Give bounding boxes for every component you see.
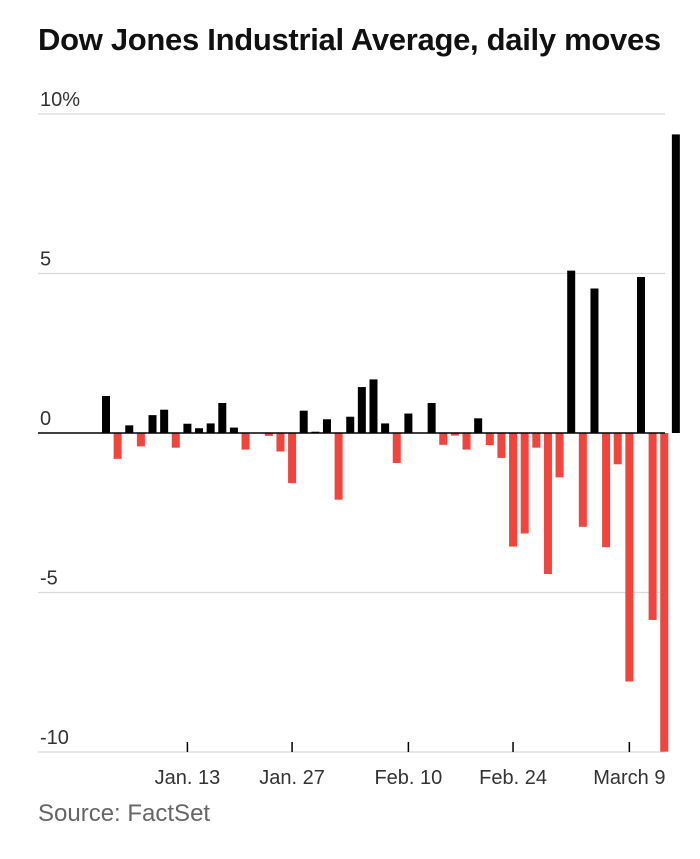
bars	[102, 134, 680, 752]
bar-down	[462, 433, 471, 450]
bar-up	[229, 427, 238, 433]
bar-down	[276, 433, 285, 452]
bar-down	[497, 433, 506, 458]
bar-up	[218, 403, 227, 433]
y-axis-tick-labels: 10% 5 0 -5 -10	[40, 89, 80, 749]
bar-down	[648, 433, 657, 620]
bar-down	[578, 433, 587, 527]
bar-up	[195, 428, 204, 433]
bar-up	[160, 409, 169, 433]
bar-down	[509, 433, 518, 547]
x-tick-label: Feb. 10	[374, 767, 442, 789]
bar-down	[241, 433, 250, 450]
bar-down	[264, 433, 273, 436]
x-tick-label: Jan. 27	[259, 767, 325, 789]
bar-up	[183, 423, 192, 433]
x-tick-label: Jan. 13	[155, 767, 221, 789]
bar-up	[567, 270, 576, 433]
bar-up	[322, 419, 331, 433]
y-tick-label: -5	[40, 568, 58, 590]
bar-down	[439, 433, 448, 445]
x-tick-label: Feb. 24	[479, 767, 547, 789]
bar-down	[613, 433, 622, 465]
bar-up	[474, 418, 483, 433]
bar-down	[602, 433, 611, 548]
x-tick-label: March 9	[593, 767, 665, 789]
source-note: Source: FactSet	[38, 800, 211, 827]
bar-up	[148, 415, 157, 433]
grid-lines	[38, 113, 665, 753]
bar-up	[381, 423, 390, 433]
bar-up	[404, 413, 413, 433]
bar-up	[369, 379, 378, 433]
bar-down	[334, 433, 343, 500]
bar-down	[136, 433, 145, 447]
bar-down	[171, 433, 180, 448]
bar-down	[450, 433, 459, 436]
bar-down	[520, 433, 529, 534]
bar-up	[206, 423, 215, 433]
bar-down	[392, 433, 401, 463]
bar-up	[346, 416, 355, 433]
bar-up	[590, 288, 599, 433]
x-axis-ticks: Jan. 13 Jan. 27 Feb. 10 Feb. 24 March 9	[155, 742, 665, 789]
bar-up	[671, 134, 680, 433]
y-tick-label: 5	[40, 249, 51, 271]
y-tick-label: -10	[40, 727, 69, 749]
bar-down	[660, 433, 669, 752]
bar-down	[288, 433, 297, 484]
bar-up	[357, 387, 366, 433]
bar-down	[485, 433, 494, 446]
y-tick-label: 0	[40, 408, 51, 430]
y-tick-label: 10%	[40, 89, 80, 111]
bar-down	[625, 433, 634, 682]
bar-chart: 10% 5 0 -5 -10 Jan. 13 Jan. 27 Feb. 10 Feb. 24 M…	[38, 89, 680, 789]
bar-up	[125, 425, 134, 433]
bar-down	[113, 433, 122, 459]
bar-up	[102, 395, 110, 433]
chart-title: Dow Jones Industrial Average, daily move…	[38, 22, 661, 57]
bar-down	[532, 433, 541, 448]
bar-down	[543, 433, 552, 574]
bar-up	[299, 410, 308, 433]
bar-up	[427, 403, 436, 433]
bar-down	[555, 433, 564, 478]
bar-up	[636, 277, 645, 433]
